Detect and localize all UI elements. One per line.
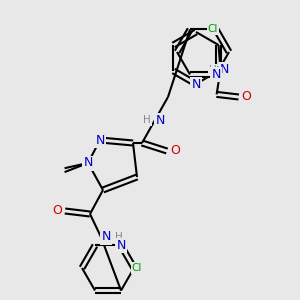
Text: O: O: [52, 205, 62, 218]
Text: H: H: [143, 115, 151, 125]
Text: O: O: [170, 145, 180, 158]
Text: N: N: [220, 63, 229, 76]
Text: N: N: [155, 113, 165, 127]
Text: Cl: Cl: [208, 25, 218, 34]
Text: Cl: Cl: [132, 263, 142, 273]
Text: H: H: [208, 65, 216, 75]
Text: N: N: [83, 157, 93, 169]
Text: N: N: [101, 230, 111, 244]
Text: N: N: [191, 77, 201, 91]
Text: H: H: [115, 232, 123, 242]
Text: N: N: [116, 239, 126, 252]
Text: Cl: Cl: [211, 66, 222, 76]
Text: N: N: [95, 134, 105, 146]
Text: N: N: [211, 68, 221, 81]
Text: O: O: [241, 91, 251, 103]
